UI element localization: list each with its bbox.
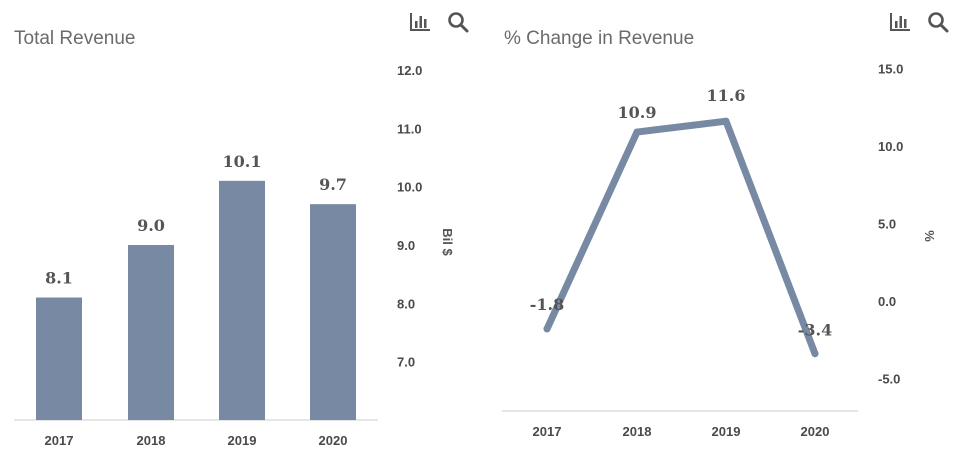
y-tick-label: 10.0 xyxy=(397,180,422,195)
x-tick-2019: 2019 xyxy=(712,424,741,439)
bar-chart-icon[interactable] xyxy=(888,10,912,34)
data-label-2019: 10.1 xyxy=(223,152,262,171)
search-icon[interactable] xyxy=(926,10,950,34)
point-2019 xyxy=(722,117,730,125)
series-line xyxy=(543,117,819,358)
point-2018 xyxy=(633,128,641,136)
revenue-change-line-chart: -1.8 2017 10.9 2018 11.6 2019 -3.4 2020 15.0 10.0… xyxy=(502,62,937,439)
chart-title: % Change in Revenue xyxy=(504,28,695,49)
point-2017 xyxy=(543,325,551,333)
revenue-change-panel: % Change in Revenue -1.8 2017 10.9 2018 11.6… xyxy=(480,0,958,472)
x-tick-2020: 2020 xyxy=(801,424,830,439)
y-tick-label: 10.0 xyxy=(878,139,903,154)
data-label-2017: -1.8 xyxy=(530,295,564,314)
chart-toolbar xyxy=(408,10,470,34)
bar-2019 xyxy=(219,180,265,420)
point-2020 xyxy=(811,350,819,358)
data-label-2019: 11.6 xyxy=(707,86,746,105)
bar-chart-icon[interactable] xyxy=(408,10,432,34)
search-icon[interactable] xyxy=(446,10,470,34)
x-tick-2018: 2018 xyxy=(623,424,652,439)
y-tick-label: 12.0 xyxy=(397,63,422,78)
bar-2018 xyxy=(128,245,174,420)
x-tick-2019: 2019 xyxy=(228,433,257,448)
y-tick-label: -5.0 xyxy=(878,372,900,387)
data-label-2017: 8.1 xyxy=(45,269,73,288)
data-label-2020: -3.4 xyxy=(798,321,832,340)
data-label-2018: 10.9 xyxy=(618,103,657,122)
y-tick-label: 7.0 xyxy=(397,355,415,370)
bar-2017 xyxy=(36,297,82,420)
y-tick-label: 0.0 xyxy=(878,294,896,309)
chart-toolbar xyxy=(888,10,950,34)
data-label-2018: 9.0 xyxy=(137,216,165,235)
y-tick-label: 9.0 xyxy=(397,238,415,253)
y-tick-label: 5.0 xyxy=(878,217,896,232)
x-tick-2017: 2017 xyxy=(45,433,74,448)
data-label-2020: 9.7 xyxy=(319,175,347,194)
x-tick-2018: 2018 xyxy=(137,433,166,448)
y-axis-label: % xyxy=(922,230,937,242)
total-revenue-panel: Total Revenue 8.1 2017 9.0 2018 10.1 2019 9.7 2… xyxy=(14,10,470,448)
y-tick-label: 11.0 xyxy=(397,121,422,136)
bar-2020 xyxy=(310,204,356,420)
total-revenue-bar-chart: 8.1 2017 9.0 2018 10.1 2019 9.7 2020 12.0 11.0 10.… xyxy=(14,63,455,448)
y-axis-label: Bil $ xyxy=(440,228,455,256)
x-tick-2017: 2017 xyxy=(533,424,562,439)
y-tick-label: 15.0 xyxy=(878,62,903,77)
chart-title: Total Revenue xyxy=(14,28,136,49)
y-tick-label: 8.0 xyxy=(397,296,415,311)
x-tick-2020: 2020 xyxy=(319,433,348,448)
